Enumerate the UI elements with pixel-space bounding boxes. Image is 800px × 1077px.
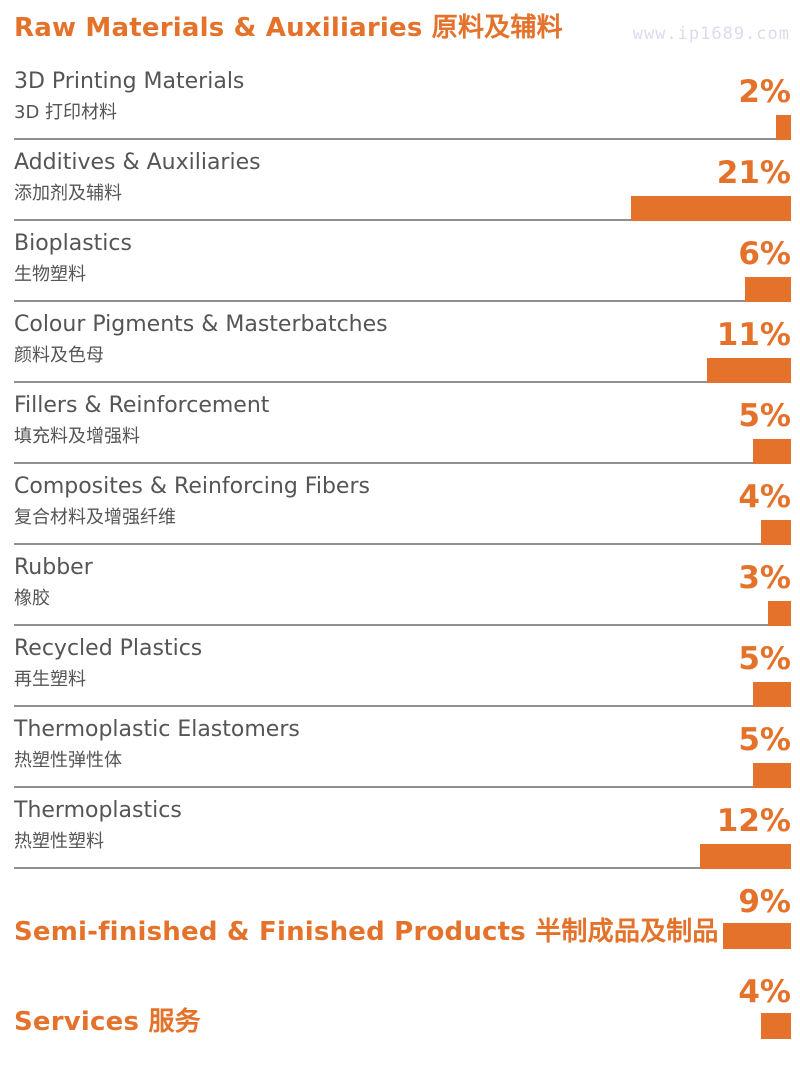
percent-label: 5% (738, 641, 791, 678)
category-name-en: 3D Printing Materials (14, 69, 245, 95)
section-title: Services 服务 (14, 1008, 201, 1037)
category-row-composites-reinforcing-fibers: Composites & Reinforcing Fibers 复合材料及增强纤… (14, 464, 791, 546)
category-name-en: Thermoplastic Elastomers (14, 717, 300, 743)
percent-label: 6% (738, 236, 791, 273)
section-title-en: Services (14, 1007, 140, 1038)
category-name-zh: 填充料及增强料 (14, 425, 140, 447)
category-row-rubber: Rubber 橡胶 3% (14, 545, 791, 627)
category-name-en: Colour Pigments & Masterbatches (14, 312, 388, 338)
percent-bar (760, 1013, 791, 1040)
percent-label: 21% (716, 155, 791, 192)
category-row-bioplastics: Bioplastics 生物塑料 6% (14, 221, 791, 303)
category-row-fillers-reinforcement: Fillers & Reinforcement 填充料及增强料 5% (14, 383, 791, 465)
percent-label: 2% (738, 74, 791, 111)
category-name-zh: 添加剂及辅料 (14, 182, 122, 204)
percent-bar (768, 601, 791, 627)
percent-bar (760, 520, 791, 546)
section-services: 4% Services 服务 (14, 977, 791, 1041)
percent-label: 4% (738, 974, 791, 1011)
section-semi-finished-finished-products: 9% Semi-finished & Finished Products 半制成… (14, 887, 791, 951)
percent-bar (699, 844, 791, 870)
category-row-3d-printing-materials: 3D Printing Materials 3D 打印材料 2% (14, 59, 791, 141)
percent-bar (722, 923, 791, 950)
section-title-zh: 半制成品及制品 (535, 917, 719, 948)
percent-bar (753, 439, 791, 465)
category-name-zh: 生物塑料 (14, 263, 86, 285)
category-name-zh: 橡胶 (14, 587, 50, 609)
percent-bar (631, 196, 791, 222)
percent-label: 5% (738, 722, 791, 759)
category-name-en: Rubber (14, 555, 93, 581)
category-row-thermoplastics: Thermoplastics 热塑性塑料 12% (14, 788, 791, 870)
section-title: Semi-finished & Finished Products 半制成品及制… (14, 918, 719, 947)
percent-bar (707, 358, 791, 384)
watermark: www.ip1689.com (632, 24, 790, 44)
percent-label: 4% (738, 479, 791, 516)
category-row-thermoplastic-elastomers: Thermoplastic Elastomers 热塑性弹性体 5% (14, 707, 791, 789)
page-title-zh: 原料及辅料 (431, 13, 563, 43)
section-title-en: Semi-finished & Finished Products (14, 917, 526, 948)
category-name-en: Additives & Auxiliaries (14, 150, 261, 176)
category-name-zh: 再生塑料 (14, 668, 86, 690)
percent-bar (753, 682, 791, 708)
percent-label: 9% (738, 884, 791, 921)
page: www.ip1689.com Raw Materials & Auxiliari… (0, 13, 800, 1041)
category-name-en: Fillers & Reinforcement (14, 393, 270, 419)
percent-bar (775, 115, 791, 141)
category-name-zh: 3D 打印材料 (14, 101, 118, 123)
category-row-recycled-plastics: Recycled Plastics 再生塑料 5% (14, 626, 791, 708)
category-name-zh: 热塑性弹性体 (14, 749, 122, 771)
percent-label: 11% (716, 317, 791, 354)
summary-sections: 9% Semi-finished & Finished Products 半制成… (14, 887, 791, 1041)
category-name-zh: 复合材料及增强纤维 (14, 506, 176, 528)
page-title: Raw Materials & Auxiliaries 原料及辅料 (14, 13, 791, 44)
percent-label: 5% (738, 398, 791, 435)
percent-label: 12% (716, 803, 791, 840)
category-name-en: Recycled Plastics (14, 636, 203, 662)
category-name-en: Composites & Reinforcing Fibers (14, 474, 370, 500)
category-row-colour-pigments-masterbatches: Colour Pigments & Masterbatches 颜料及色母 11… (14, 302, 791, 384)
category-row-additives-auxiliaries: Additives & Auxiliaries 添加剂及辅料 21% (14, 140, 791, 222)
percent-bar (745, 277, 791, 303)
percent-label: 3% (738, 560, 791, 597)
category-name-zh: 热塑性塑料 (14, 830, 104, 852)
section-title-zh: 服务 (148, 1007, 201, 1038)
category-name-zh: 颜料及色母 (14, 344, 104, 366)
category-list: 3D Printing Materials 3D 打印材料 2% Additiv… (14, 59, 791, 870)
percent-bar (753, 763, 791, 789)
category-name-en: Thermoplastics (14, 798, 182, 824)
page-title-en: Raw Materials & Auxiliaries (14, 13, 423, 43)
category-name-en: Bioplastics (14, 231, 132, 257)
